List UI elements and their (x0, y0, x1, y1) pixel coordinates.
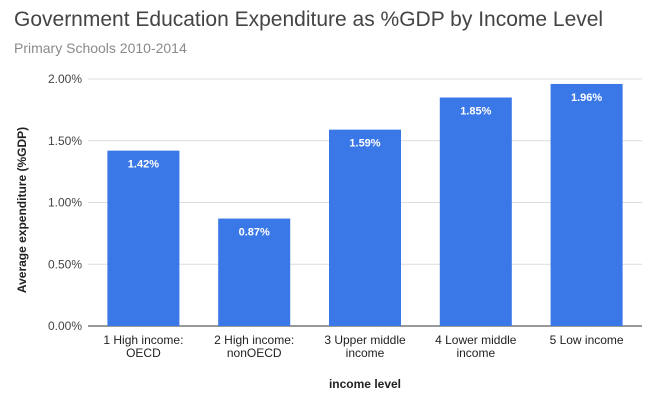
bar (107, 150, 180, 326)
data-label: 1.96% (571, 92, 602, 104)
x-tick-label: 1 High income: OECD (103, 333, 183, 360)
y-tick-label: 0.50% (48, 257, 82, 271)
data-label: 0.87% (239, 227, 270, 239)
y-axis-ticks: 0.00% 0.50% 1.00% 1.50% 2.00% (48, 72, 82, 333)
bar (218, 218, 291, 326)
data-label: 1.42% (128, 159, 159, 171)
x-axis-ticks: 1 High income: OECD 2 High income: nonOECD 3… (103, 333, 624, 360)
bar (328, 129, 402, 326)
bars (107, 83, 623, 327)
data-labels: 1.42% 0.87% 1.59% 1.85% 1.96% (128, 92, 603, 239)
y-tick-label: 1.50% (48, 134, 82, 148)
x-tick-label: 2 High income: nonOECD (214, 333, 294, 360)
bar (550, 83, 623, 326)
data-label: 1.59% (349, 138, 380, 150)
chart-title: Government Education Expenditure as %GDP… (14, 8, 604, 31)
y-axis-title: Average expenditure (%GDP) (15, 127, 29, 293)
x-tick-label: 5 Low income (550, 333, 624, 347)
chart-subtitle: Primary Schools 2010-2014 (14, 40, 187, 56)
data-label: 1.85% (460, 106, 491, 118)
bar (439, 97, 512, 327)
y-tick-label: 0.00% (48, 319, 82, 333)
x-tick-label: 3 Upper middle income (324, 333, 406, 360)
x-axis-title: income level (329, 377, 401, 391)
x-tick-label: 4 Lower middle income (435, 333, 517, 360)
y-tick-label: 2.00% (48, 72, 82, 86)
y-tick-label: 1.00% (48, 196, 82, 210)
